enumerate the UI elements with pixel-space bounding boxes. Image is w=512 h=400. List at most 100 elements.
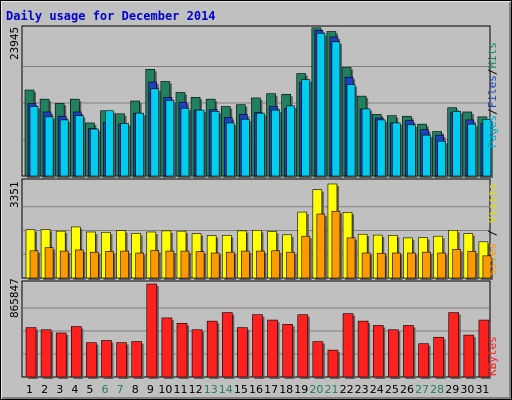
day-label: 16 [249, 383, 263, 396]
day-label: 6 [102, 383, 109, 396]
kbytes-bar [86, 342, 97, 378]
sites-bar [29, 250, 39, 279]
kbytes-bar [312, 341, 324, 378]
kbytes-bar [418, 343, 429, 378]
day-label: 24 [370, 383, 384, 396]
pages-bar [437, 140, 446, 177]
sites-bar [376, 253, 386, 279]
sites-bar [407, 252, 416, 279]
day-label: 21 [324, 383, 338, 396]
pages-bar [256, 112, 265, 177]
day-label: 20 [309, 383, 323, 396]
pages-bar [165, 100, 175, 177]
kbytes-bar [433, 336, 444, 378]
sites-bar [59, 250, 69, 279]
sites-bar [165, 250, 175, 279]
pages-bar [59, 119, 69, 177]
sites-bar [452, 249, 462, 279]
sites-bar [180, 250, 190, 279]
day-label: 29 [445, 383, 459, 396]
pages-bar [301, 79, 311, 177]
kbytes-bar [403, 325, 414, 378]
sites-bar [301, 235, 311, 279]
day-label: 26 [400, 383, 414, 396]
kbytes-bar [267, 319, 278, 378]
day-label: 5 [86, 383, 93, 396]
pages-bar [195, 109, 205, 177]
kbytes-bar [478, 319, 490, 378]
pages-bar [150, 88, 160, 177]
sites-bar [44, 247, 54, 279]
sites-bar [241, 250, 250, 279]
kbytes-bar [372, 325, 384, 378]
hits-files-pages-bars [24, 27, 493, 179]
day-label: 18 [279, 383, 293, 396]
kbytes-bar [146, 283, 158, 378]
kbytes-bar [55, 332, 67, 378]
kbytes-bar [161, 317, 173, 378]
day-label: 7 [117, 383, 124, 396]
sites-bar [256, 250, 265, 279]
day-label: 9 [147, 383, 154, 396]
pages-bar [407, 124, 416, 177]
sites-bar [195, 251, 205, 279]
sites-bar [105, 251, 114, 279]
sites-bar [210, 252, 220, 279]
sites-bar [74, 249, 84, 279]
day-label: 4 [71, 383, 78, 396]
pages-bar [90, 128, 99, 177]
pages-bar [286, 105, 295, 177]
sites-bar [135, 252, 144, 279]
kbytes-bar [357, 320, 369, 378]
sites-bar [482, 255, 492, 279]
day-label: 31 [475, 383, 489, 396]
sites-bar [331, 210, 341, 279]
day-label: 14 [219, 383, 233, 396]
day-label: 23 [355, 383, 369, 396]
day-label: 10 [158, 383, 172, 396]
visits-max-label: 3351 [8, 182, 21, 209]
pages-bar [361, 108, 371, 177]
kbytes-bar [282, 324, 293, 378]
day-label: 22 [340, 383, 354, 396]
kbytes-bar [176, 322, 188, 378]
sites-bar [120, 250, 129, 279]
legend-files: Files [486, 75, 499, 108]
kbytes-bar [297, 314, 309, 378]
kbytes-bars [25, 283, 491, 379]
legend-sites: Sites [486, 243, 499, 276]
kbytes-bar [25, 327, 37, 378]
day-label: 19 [294, 383, 308, 396]
pages-bar [271, 109, 280, 177]
kbytes-bar [191, 329, 203, 378]
legend-kbytes: KBytes [486, 336, 499, 376]
day-label: 8 [132, 383, 139, 396]
kbytes-bar [116, 342, 127, 378]
sites-bar [271, 250, 280, 279]
kbytes-bar [131, 341, 142, 378]
legend-hits: Hits [486, 42, 499, 69]
pages-bar [225, 122, 235, 177]
pages-bar [120, 123, 129, 177]
day-axis-labels: 1 2 3 4 5 6 7 8 9 10 11 12 13 14 15 16 17 18 19 20 21 22 23 24 2… [26, 383, 489, 396]
kbytes-legend: KBytes [486, 336, 499, 376]
kbytes-bar [237, 327, 248, 378]
pages-bar [210, 111, 220, 177]
day-label: 11 [174, 383, 188, 396]
sites-bar [316, 213, 326, 279]
day-label: 12 [189, 383, 203, 396]
pages-bar [74, 115, 84, 177]
pages-bar [105, 110, 114, 177]
day-label: 27 [415, 383, 429, 396]
pages-bar [29, 106, 39, 177]
sites-bar [422, 251, 431, 279]
day-label: 3 [56, 383, 63, 396]
hits-legend: Pages/Files/Hits [486, 42, 499, 148]
kbytes-bar [252, 314, 263, 378]
day-label: 17 [264, 383, 278, 396]
kbytes-max-label: 865847 [8, 278, 21, 318]
pages-bar [346, 84, 356, 177]
sites-bar [437, 252, 446, 279]
kbytes-bar [40, 329, 52, 378]
pages-bar [316, 33, 326, 177]
